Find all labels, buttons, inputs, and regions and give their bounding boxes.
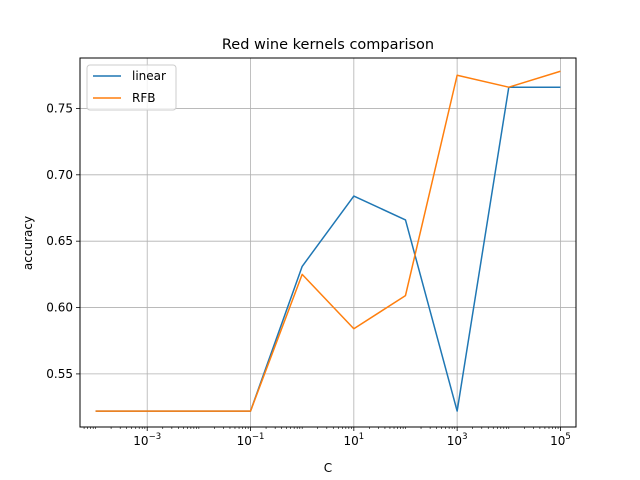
grid [80,58,576,427]
legend-label-rfb: RFB [132,91,155,105]
legend-label-linear: linear [132,69,166,83]
plot-frame [79,57,577,428]
x-tick-label: 101 [343,432,364,448]
y-axis-label: accuracy [21,216,35,270]
y-tick-label: 0.70 [46,168,73,182]
x-tick-label: 103 [447,432,468,448]
y-tick-label: 0.60 [46,301,73,315]
y-tick-label: 0.75 [46,101,73,115]
x-tick-label: 10−1 [237,432,265,448]
y-tick-label: 0.55 [46,367,73,381]
y-tick-label: 0.65 [46,234,73,248]
legend: linear RFB [86,64,177,111]
x-tick-label: 10−3 [133,432,161,448]
x-axis-ticks: 10−3 10−1 101 103 105 [83,427,571,448]
series-lines [95,70,561,412]
chart-title: Red wine kernels comparison [222,37,434,53]
y-axis-ticks: 0.55 0.60 0.65 0.70 0.75 [46,101,80,381]
x-tick-label: 105 [550,432,571,448]
series-line-rfb [95,70,561,412]
x-axis-label: C [324,461,332,475]
